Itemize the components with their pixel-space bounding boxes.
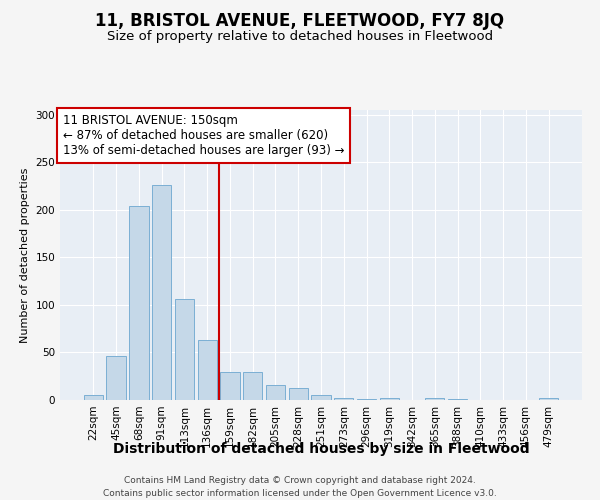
Text: Contains public sector information licensed under the Open Government Licence v3: Contains public sector information licen… [103, 489, 497, 498]
Bar [243, 372, 262, 400]
Bar [197, 340, 217, 400]
Bar [84, 395, 103, 400]
Bar [357, 399, 376, 400]
Bar [266, 385, 285, 400]
Bar [380, 398, 399, 400]
Text: 11, BRISTOL AVENUE, FLEETWOOD, FY7 8JQ: 11, BRISTOL AVENUE, FLEETWOOD, FY7 8JQ [95, 12, 505, 30]
Bar [539, 398, 558, 400]
Text: Distribution of detached houses by size in Fleetwood: Distribution of detached houses by size … [113, 442, 529, 456]
Bar [152, 185, 172, 400]
Bar [448, 399, 467, 400]
Bar [334, 398, 353, 400]
Text: Size of property relative to detached houses in Fleetwood: Size of property relative to detached ho… [107, 30, 493, 43]
Bar [311, 395, 331, 400]
Bar [175, 299, 194, 400]
Y-axis label: Number of detached properties: Number of detached properties [20, 168, 30, 342]
Bar [106, 356, 126, 400]
Text: 11 BRISTOL AVENUE: 150sqm
← 87% of detached houses are smaller (620)
13% of semi: 11 BRISTOL AVENUE: 150sqm ← 87% of detac… [62, 114, 344, 158]
Bar [129, 206, 149, 400]
Bar [289, 388, 308, 400]
Bar [425, 398, 445, 400]
Bar [220, 372, 239, 400]
Text: Contains HM Land Registry data © Crown copyright and database right 2024.: Contains HM Land Registry data © Crown c… [124, 476, 476, 485]
